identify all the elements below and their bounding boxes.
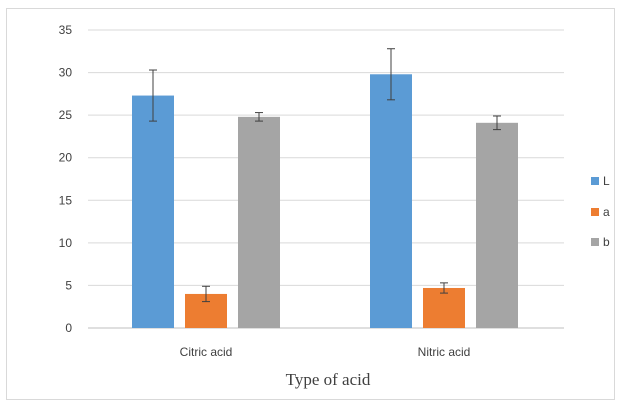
x-tick-label: Citric acid (180, 345, 233, 359)
legend-label-b: b (603, 235, 610, 249)
legend: La b (591, 174, 610, 249)
legend-swatch-a (591, 208, 599, 216)
error-bars (149, 48, 501, 303)
legend-label-L: L (603, 174, 610, 188)
bar-L-1 (370, 74, 412, 328)
x-axis-ticks: Citric acid Nitric acid (180, 345, 471, 359)
bar-b-0 (238, 116, 280, 329)
x-axis-label: Type of acid (286, 370, 371, 389)
legend-swatch-b (591, 238, 599, 246)
bar-L-0 (132, 95, 174, 328)
y-axis-ticks: 0 5 10 15 20 25 30 35 (59, 23, 73, 335)
bar-b-1 (476, 122, 518, 328)
y-tick-label: 10 (59, 236, 73, 250)
legend-swatch-L (591, 177, 599, 185)
bars (132, 74, 518, 329)
y-tick-label: 5 (65, 278, 72, 292)
y-tick-label: 25 (59, 108, 73, 122)
bar-a-1 (423, 287, 465, 328)
y-tick-label: 15 (59, 193, 73, 207)
y-tick-label: 30 (59, 66, 73, 80)
y-tick-label: 20 (59, 151, 73, 165)
y-tick-label: 0 (65, 321, 72, 335)
x-tick-label: Nitric acid (418, 345, 471, 359)
legend-label-a: a (603, 205, 610, 219)
y-tick-label: 35 (59, 23, 73, 37)
